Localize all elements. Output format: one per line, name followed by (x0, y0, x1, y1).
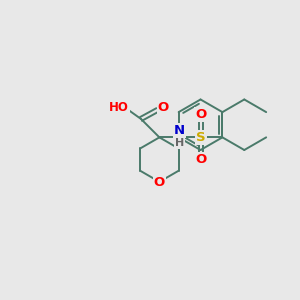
Text: S: S (196, 131, 206, 144)
Text: O: O (195, 154, 207, 166)
Text: O: O (195, 108, 207, 121)
Text: H: H (175, 138, 184, 148)
Text: HO: HO (109, 101, 129, 114)
Text: N: N (174, 124, 185, 137)
Text: O: O (158, 101, 169, 114)
Text: O: O (154, 176, 165, 189)
